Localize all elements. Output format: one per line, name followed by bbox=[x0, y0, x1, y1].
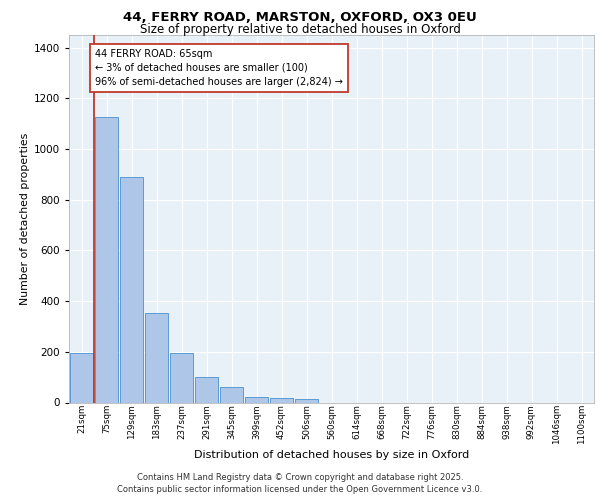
Bar bbox=[270, 398, 293, 402]
X-axis label: Distribution of detached houses by size in Oxford: Distribution of detached houses by size … bbox=[194, 450, 469, 460]
Text: Size of property relative to detached houses in Oxford: Size of property relative to detached ho… bbox=[140, 22, 460, 36]
Bar bbox=[95, 118, 118, 403]
Bar bbox=[70, 353, 93, 403]
Bar bbox=[195, 377, 218, 402]
Bar bbox=[145, 312, 168, 402]
Text: 44 FERRY ROAD: 65sqm
← 3% of detached houses are smaller (100)
96% of semi-detac: 44 FERRY ROAD: 65sqm ← 3% of detached ho… bbox=[95, 49, 343, 87]
Text: 44, FERRY ROAD, MARSTON, OXFORD, OX3 0EU: 44, FERRY ROAD, MARSTON, OXFORD, OX3 0EU bbox=[123, 11, 477, 24]
Text: Contains HM Land Registry data © Crown copyright and database right 2025.
Contai: Contains HM Land Registry data © Crown c… bbox=[118, 472, 482, 494]
Bar bbox=[170, 353, 193, 403]
Y-axis label: Number of detached properties: Number of detached properties bbox=[20, 132, 29, 305]
Bar bbox=[245, 397, 268, 402]
Bar bbox=[220, 388, 243, 402]
Bar bbox=[120, 177, 143, 402]
Bar bbox=[295, 400, 318, 402]
